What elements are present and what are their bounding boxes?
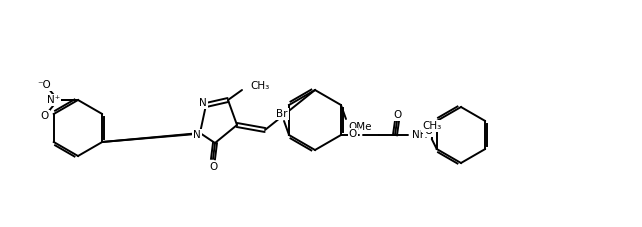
Text: N: N: [199, 98, 207, 108]
Text: N⁺: N⁺: [44, 95, 58, 105]
Text: O: O: [349, 129, 357, 139]
Text: NH: NH: [412, 130, 428, 140]
Text: ⁻O: ⁻O: [37, 80, 51, 90]
Text: N: N: [193, 130, 201, 140]
Text: N: N: [47, 95, 55, 105]
Text: CH₃: CH₃: [422, 121, 441, 131]
Text: Br: Br: [276, 109, 288, 119]
Text: O: O: [41, 111, 49, 121]
Text: O: O: [424, 126, 433, 136]
Text: OMe: OMe: [348, 122, 372, 132]
Text: O: O: [210, 162, 218, 172]
Text: O: O: [394, 110, 402, 120]
Text: N⁺: N⁺: [47, 95, 60, 105]
Text: CH₃: CH₃: [250, 81, 269, 91]
